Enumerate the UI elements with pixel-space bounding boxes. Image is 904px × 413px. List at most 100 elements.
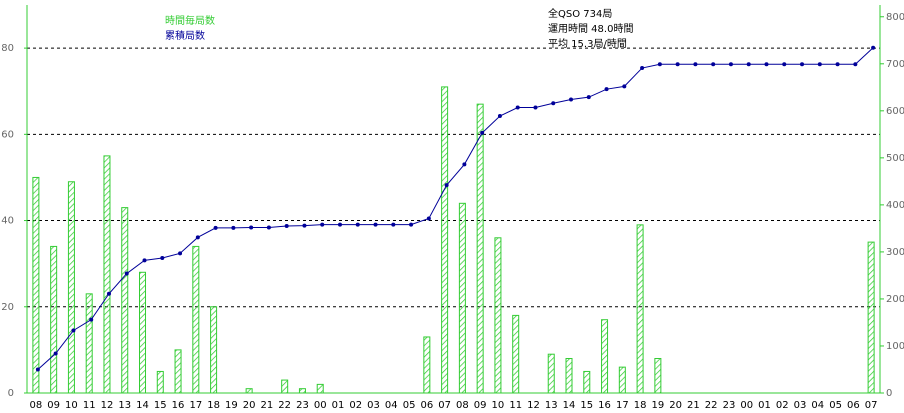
point (160, 256, 165, 261)
bar (281, 379, 289, 394)
bar (245, 388, 253, 394)
annotation: 運用時間 48.0時間 (548, 23, 633, 35)
point (249, 225, 254, 230)
x-tick-label: 17 (616, 400, 629, 411)
y2-tick-label: 400 (886, 200, 904, 211)
x-tick-label: 01 (332, 400, 345, 411)
x-tick-label: 22 (278, 400, 291, 411)
point (800, 62, 805, 67)
x-tick-label: 12 (527, 400, 540, 411)
x-tick-label: 16 (172, 400, 185, 411)
x-tick-label: 23 (723, 400, 736, 411)
x-tick-label: 20 (669, 400, 682, 411)
x-tick-label: 05 (829, 400, 842, 411)
x-tick-label: 02 (776, 400, 789, 411)
bar (67, 181, 75, 394)
point (551, 101, 556, 106)
point (515, 105, 520, 110)
point (266, 225, 271, 230)
point (462, 162, 467, 167)
x-tick-label: 07 (865, 400, 878, 411)
x-tick-label: 11 (509, 400, 522, 411)
x-tick-label: 17 (189, 400, 202, 411)
x-tick-label: 04 (811, 400, 824, 411)
point (693, 62, 698, 67)
x-tick-label: 16 (598, 400, 611, 411)
y-tick-label: 40 (1, 216, 14, 227)
x-tick-label: 06 (420, 400, 433, 411)
y-tick-label: 80 (1, 43, 14, 54)
bar (103, 155, 111, 394)
point (497, 113, 502, 118)
bar (50, 245, 58, 394)
point (142, 258, 147, 263)
point (178, 251, 183, 256)
x-tick-label: 14 (563, 400, 576, 411)
x-tick-label: 11 (83, 400, 96, 411)
x-tick-label: 21 (261, 400, 274, 411)
annotation: 全QSO 734局 (548, 7, 612, 20)
x-tick-label: 09 (47, 400, 60, 411)
bar (121, 207, 129, 394)
point (604, 87, 609, 92)
x-tick-label: 06 (847, 400, 860, 411)
point (533, 105, 538, 110)
x-tick-label: 19 (651, 400, 664, 411)
bar (512, 314, 520, 394)
point (782, 62, 787, 67)
point (53, 351, 58, 356)
point (675, 62, 680, 67)
point (586, 95, 591, 100)
x-tick-label: 10 (492, 400, 505, 411)
y2-tick-label: 500 (886, 153, 904, 164)
y-tick-label: 0 (8, 388, 14, 399)
y2-tick-label: 800 (886, 12, 904, 23)
point (728, 62, 733, 67)
bar (601, 319, 609, 394)
x-tick-label: 08 (30, 400, 43, 411)
x-tick-label: 09 (474, 400, 487, 411)
bar (139, 271, 147, 394)
bar (636, 224, 644, 394)
x-tick-label: 18 (207, 400, 220, 411)
x-tick-label: 00 (314, 400, 327, 411)
bar (32, 176, 40, 394)
y-tick-label: 20 (1, 302, 14, 313)
x-tick-label: 21 (687, 400, 700, 411)
point (640, 66, 645, 71)
line (37, 47, 874, 370)
x-tick-label: 18 (634, 400, 647, 411)
x-tick-label: 14 (136, 400, 149, 411)
point (355, 222, 360, 227)
x-tick-label: 19 (225, 400, 238, 411)
x-tick-label: 13 (545, 400, 558, 411)
x-tick-label: 05 (403, 400, 416, 411)
point (480, 130, 485, 135)
point (817, 62, 822, 67)
x-tick-label: 01 (758, 400, 771, 411)
x-tick-label: 20 (243, 400, 256, 411)
point (746, 62, 751, 67)
point (195, 235, 200, 240)
x-tick-label: 07 (438, 400, 451, 411)
x-tick-label: 15 (154, 400, 167, 411)
bar (458, 202, 466, 394)
bar (618, 366, 626, 394)
point (444, 183, 449, 188)
point (426, 216, 431, 221)
annotation: 平均 15.3局/時間 (548, 38, 627, 50)
point (764, 62, 769, 67)
y2-tick-label: 700 (886, 59, 904, 70)
point (284, 224, 289, 229)
point (622, 84, 627, 89)
bar (210, 306, 218, 394)
bar (583, 370, 591, 394)
point (373, 222, 378, 227)
point (124, 271, 129, 276)
x-tick-label: 04 (385, 400, 398, 411)
point (213, 225, 218, 230)
y2-tick-label: 100 (886, 341, 904, 352)
legend-label: 累積局数 (165, 29, 205, 42)
bar (565, 358, 573, 394)
